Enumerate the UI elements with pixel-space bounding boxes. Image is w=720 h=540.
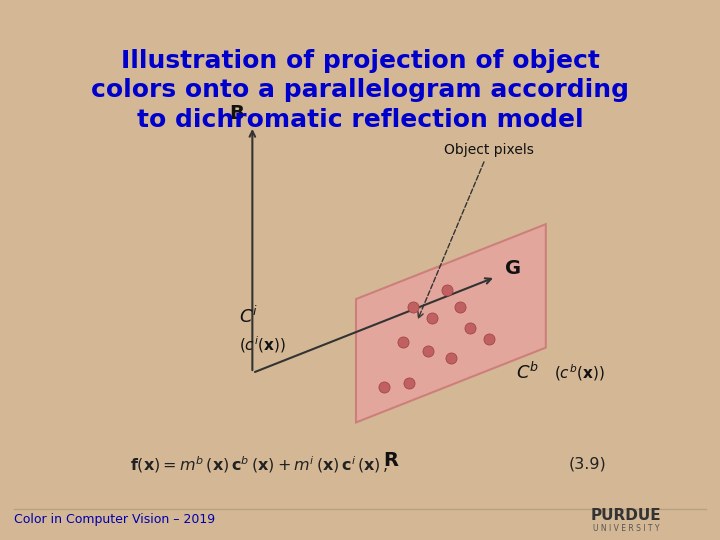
Text: $C^b$: $C^b$ <box>516 362 539 383</box>
Text: $( c^i(\mathbf{x}) )$: $( c^i(\mathbf{x}) )$ <box>239 334 286 355</box>
Text: Illustration of projection of object
colors onto a parallelogram according
to di: Illustration of projection of object col… <box>91 49 629 132</box>
Text: $C^i$: $C^i$ <box>239 306 258 327</box>
Text: Color in Computer Vision – 2019: Color in Computer Vision – 2019 <box>14 514 215 526</box>
Text: (3.9): (3.9) <box>569 457 606 472</box>
Text: PURDUE: PURDUE <box>591 508 662 523</box>
Text: $\mathbf{f}(\mathbf{x}) = m^b\,(\mathbf{x})\,\mathbf{c}^b\,(\mathbf{x}) + m^i\,(: $\mathbf{f}(\mathbf{x}) = m^b\,(\mathbf{… <box>130 454 388 475</box>
Text: R: R <box>384 450 398 470</box>
Text: U N I V E R S I T Y: U N I V E R S I T Y <box>593 524 660 533</box>
Text: Object pixels: Object pixels <box>418 143 534 318</box>
Text: $( c^b(\mathbf{x}) )$: $( c^b(\mathbf{x}) )$ <box>554 363 604 383</box>
Text: B: B <box>229 104 243 123</box>
Text: G: G <box>505 259 521 278</box>
Polygon shape <box>356 224 546 422</box>
